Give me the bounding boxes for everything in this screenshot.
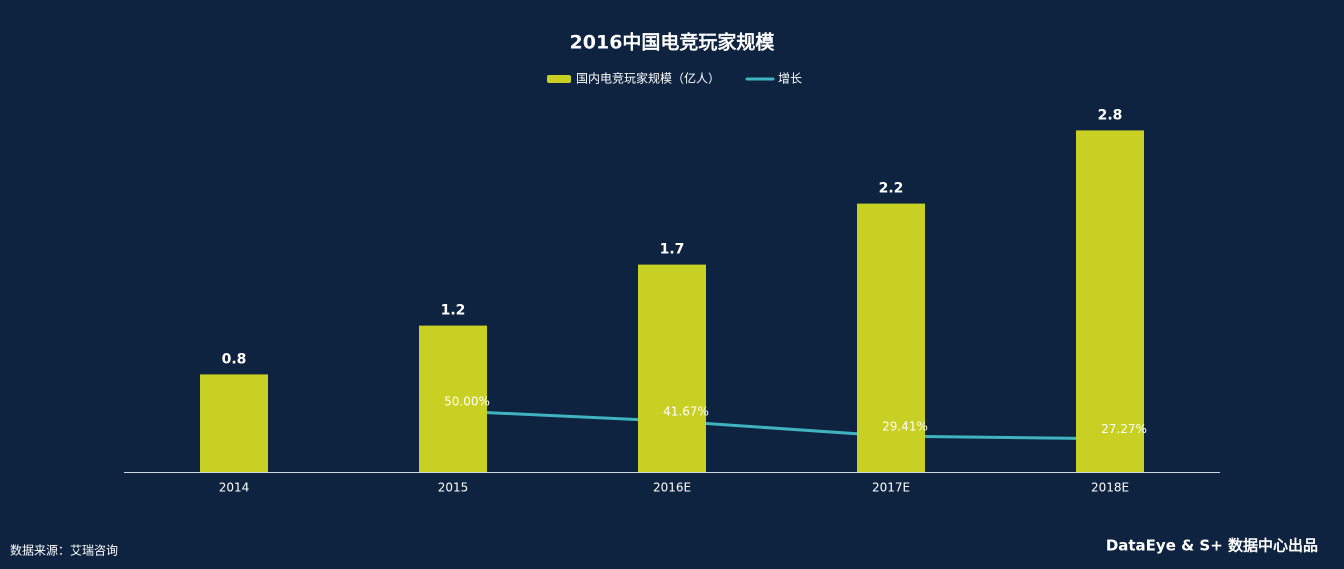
source: 数据来源：艾瑞咨询: [10, 543, 118, 558]
data-label: 41.67%: [663, 405, 709, 419]
data-label: 0.8: [222, 351, 247, 367]
bar: [200, 374, 268, 472]
bar: [857, 203, 925, 472]
x-tick-label: 2018E: [1091, 481, 1129, 495]
data-label: 27.27%: [1101, 422, 1147, 436]
bar: [419, 325, 487, 472]
data-label: 50.00%: [444, 395, 490, 409]
bar: [638, 264, 706, 472]
x-tick-label: 2016E: [653, 481, 691, 495]
x-tick-label: 2017E: [872, 481, 910, 495]
x-tick-label: 2014: [219, 481, 250, 495]
chart-title: 2016中国电竞玩家规模: [570, 31, 776, 54]
data-label: 2.8: [1098, 107, 1123, 123]
legend-label: 增长: [778, 72, 802, 86]
legend-swatch: [547, 75, 571, 83]
x-tick-label: 2015: [438, 481, 469, 495]
credit: DataEye & S+ 数据中心出品: [1106, 537, 1318, 555]
data-label: 1.7: [660, 242, 685, 258]
bar: [1076, 130, 1144, 472]
data-label: 29.41%: [882, 420, 928, 434]
data-label: 1.2: [441, 303, 466, 319]
data-label: 2.2: [879, 181, 904, 197]
legend-label: 国内电竞玩家规模（亿人）: [576, 71, 720, 86]
line: [452, 409, 1111, 441]
